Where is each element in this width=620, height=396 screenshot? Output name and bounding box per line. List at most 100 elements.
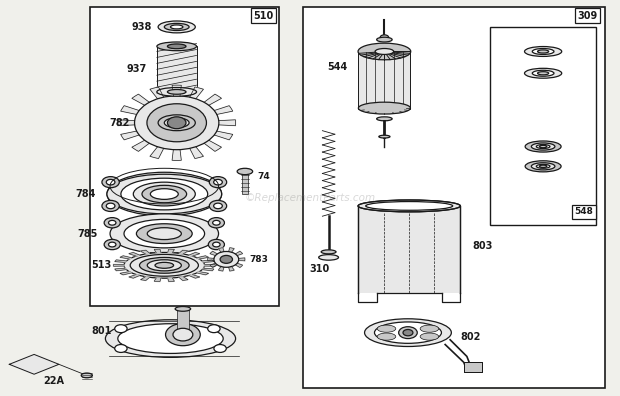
Bar [177, 309, 189, 333]
Circle shape [220, 255, 232, 263]
Circle shape [208, 239, 224, 249]
Circle shape [108, 242, 116, 247]
Circle shape [380, 35, 389, 40]
Polygon shape [120, 256, 131, 259]
Polygon shape [129, 253, 140, 256]
Circle shape [173, 328, 193, 341]
Ellipse shape [107, 174, 222, 214]
Ellipse shape [158, 115, 195, 131]
Ellipse shape [105, 320, 236, 357]
Circle shape [213, 242, 220, 247]
Ellipse shape [377, 333, 396, 340]
Polygon shape [204, 94, 221, 105]
Polygon shape [168, 278, 174, 282]
Polygon shape [132, 94, 149, 105]
Ellipse shape [164, 118, 189, 128]
Polygon shape [172, 85, 181, 96]
Circle shape [106, 179, 115, 185]
Ellipse shape [366, 202, 453, 210]
Polygon shape [129, 274, 140, 278]
Ellipse shape [538, 72, 549, 75]
Circle shape [102, 177, 119, 188]
Ellipse shape [532, 70, 554, 76]
Text: 544: 544 [327, 62, 347, 72]
Polygon shape [239, 258, 245, 261]
Circle shape [213, 220, 220, 225]
Ellipse shape [375, 48, 394, 55]
Bar [490, 27, 596, 225]
Polygon shape [236, 263, 242, 268]
Ellipse shape [164, 23, 189, 30]
Circle shape [166, 324, 200, 346]
Ellipse shape [118, 324, 223, 353]
Text: 802: 802 [461, 331, 481, 342]
Polygon shape [115, 260, 126, 263]
Text: 513: 513 [91, 260, 112, 270]
Text: 510: 510 [254, 11, 273, 21]
Polygon shape [215, 106, 232, 114]
Bar [157, 46, 197, 92]
Text: 803: 803 [473, 240, 493, 251]
Ellipse shape [167, 44, 186, 49]
Circle shape [214, 203, 223, 209]
Ellipse shape [110, 214, 219, 253]
Polygon shape [215, 131, 232, 140]
Circle shape [104, 239, 120, 249]
Circle shape [210, 200, 227, 211]
Ellipse shape [525, 47, 562, 56]
Polygon shape [154, 249, 161, 253]
Circle shape [208, 218, 224, 228]
Polygon shape [208, 258, 214, 261]
Polygon shape [229, 267, 234, 271]
Ellipse shape [107, 172, 222, 216]
Polygon shape [229, 248, 234, 252]
Ellipse shape [365, 319, 451, 346]
Text: 309: 309 [578, 11, 598, 21]
Text: 548: 548 [575, 208, 593, 216]
Polygon shape [197, 256, 208, 259]
Ellipse shape [536, 164, 550, 168]
Polygon shape [113, 265, 124, 266]
Ellipse shape [525, 68, 562, 78]
Circle shape [104, 218, 120, 228]
Polygon shape [150, 147, 164, 158]
Ellipse shape [81, 373, 92, 378]
Ellipse shape [374, 322, 441, 343]
Text: 74: 74 [257, 172, 270, 181]
Text: 22A: 22A [43, 376, 64, 386]
Ellipse shape [358, 43, 410, 60]
Text: 782: 782 [110, 118, 130, 128]
Bar [464, 362, 482, 372]
Polygon shape [189, 253, 200, 256]
Ellipse shape [133, 182, 195, 206]
Polygon shape [132, 140, 149, 151]
Text: 784: 784 [76, 189, 96, 199]
Text: 937: 937 [126, 64, 147, 74]
Ellipse shape [539, 165, 547, 168]
Polygon shape [210, 251, 217, 255]
Ellipse shape [358, 102, 410, 114]
Text: 785: 785 [77, 228, 97, 239]
Circle shape [135, 96, 219, 150]
Polygon shape [190, 87, 203, 99]
Ellipse shape [379, 135, 390, 138]
Circle shape [208, 325, 220, 333]
Circle shape [210, 177, 227, 188]
Text: 801: 801 [91, 326, 112, 336]
Circle shape [102, 200, 119, 211]
Ellipse shape [525, 141, 561, 152]
Polygon shape [115, 268, 126, 271]
Circle shape [108, 220, 116, 225]
Ellipse shape [124, 253, 205, 278]
Ellipse shape [420, 325, 439, 332]
Polygon shape [121, 131, 139, 140]
Polygon shape [120, 272, 131, 275]
Circle shape [106, 203, 115, 209]
Polygon shape [210, 263, 217, 268]
Circle shape [399, 327, 417, 339]
Polygon shape [219, 120, 236, 126]
Polygon shape [172, 150, 181, 160]
Text: 783: 783 [250, 255, 268, 264]
Polygon shape [179, 277, 188, 280]
Ellipse shape [525, 161, 561, 172]
